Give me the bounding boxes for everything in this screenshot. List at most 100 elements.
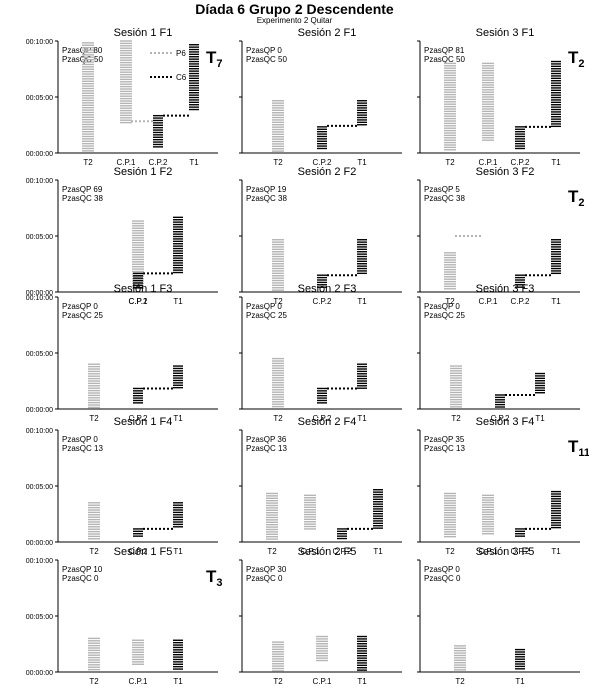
panel-info: PzasQP 10 [62, 565, 103, 574]
segment-T1 [515, 648, 525, 670]
segment-T1 [173, 216, 183, 274]
panel-title: Sesión 1 F1 [114, 27, 173, 39]
segment-C.P.1 [482, 62, 494, 141]
x-tick-label: T1 [551, 297, 561, 306]
panel-info: PzasQP 35 [424, 435, 465, 444]
panel-badge: T3 [206, 567, 223, 589]
y-tick-label: 00:10:00 [26, 295, 53, 302]
x-tick-label: T2 [89, 677, 99, 686]
x-tick-label: T2 [273, 414, 283, 423]
segment-T2 [444, 492, 456, 538]
y-tick-label: 00:10:00 [26, 39, 53, 46]
segment-T1 [189, 44, 199, 111]
segment-T1 [357, 363, 367, 389]
x-tick-label: C.P.1 [301, 547, 321, 556]
panel-info: PzasQP 0 [424, 302, 460, 311]
segment-T1 [373, 489, 383, 529]
segment-T2 [444, 62, 456, 151]
x-tick-label: C.P.1 [313, 677, 333, 686]
panel-title: Sesión 3 F2 [476, 166, 535, 178]
panel-title: Sesión 3 F3 [476, 283, 535, 295]
x-tick-label: T1 [357, 677, 367, 686]
x-tick-label: T1 [357, 414, 367, 423]
panel-info: PzasQP 0 [246, 302, 282, 311]
x-tick-label: C.P.1 [129, 297, 149, 306]
panel-info: PzasQP 36 [246, 435, 287, 444]
x-tick-label: C.P.2 [333, 547, 353, 556]
x-tick-label: T1 [173, 414, 183, 423]
y-tick-label: 00:05:00 [26, 351, 53, 358]
panel-info: PzasQP 0 [62, 435, 98, 444]
segment-C.P.2 [495, 394, 505, 408]
segment-T1 [173, 639, 183, 670]
y-tick-label: 00:00:00 [26, 290, 53, 297]
y-tick-label: 00:00:00 [26, 407, 53, 414]
segment-T1 [551, 239, 561, 275]
segment-C.P.2 [153, 114, 163, 148]
panel-info: PzasQP 0 [246, 46, 282, 55]
x-tick-label: C.P.2 [129, 547, 149, 556]
panel-title: Sesión 2 F1 [298, 27, 357, 39]
panel-title: Sesión 1 F5 [114, 546, 173, 558]
segment-T1 [535, 372, 545, 394]
panel-info: PzasQC 50 [424, 55, 465, 64]
panel-info: PzasQC 38 [246, 194, 287, 203]
x-tick-label: T2 [445, 158, 455, 167]
segment-T2 [88, 363, 100, 409]
x-tick-label: T1 [515, 677, 525, 686]
x-tick-label: C.P.2 [129, 414, 149, 423]
x-tick-label: T1 [357, 297, 367, 306]
panel-info: PzasQC 0 [62, 574, 99, 583]
panel-title: Sesión 3 F4 [476, 416, 535, 428]
segment-T1 [357, 239, 367, 275]
x-tick-label: C.P.1 [479, 297, 499, 306]
panel-info: PzasQC 25 [62, 311, 103, 320]
x-tick-label: T1 [173, 547, 183, 556]
segment-T2 [444, 252, 456, 290]
panel-badge-sub: 2 [578, 58, 584, 70]
x-tick-label: T2 [267, 547, 277, 556]
page-subtitle: Experimento 2 Quitar [256, 16, 333, 25]
segment-T1 [551, 490, 561, 529]
segment-C.P.2 [317, 126, 327, 150]
x-tick-label: C.P.1 [479, 547, 499, 556]
panel-info: PzasQP 81 [424, 46, 465, 55]
panel-info: PzasQP 30 [246, 565, 287, 574]
segment-T1 [357, 100, 367, 126]
x-tick-label: C.P.2 [511, 297, 531, 306]
segment-T2 [266, 492, 278, 540]
panel-info: PzasQC 25 [424, 311, 465, 320]
x-tick-label: T2 [445, 547, 455, 556]
panel-info: PzasQP 0 [424, 565, 460, 574]
x-tick-label: C.P.1 [117, 158, 137, 167]
x-tick-label: T2 [83, 158, 93, 167]
panel-badge-sub: 11 [578, 447, 589, 459]
segment-C.P.1 [482, 494, 494, 535]
segment-C.P.1 [304, 494, 316, 530]
panel-info: PzasQC 25 [246, 311, 287, 320]
segment-T2 [272, 239, 284, 291]
x-tick-label: T2 [451, 414, 461, 423]
segment-C.P.1 [120, 40, 132, 124]
segment-T1 [173, 365, 183, 389]
panel-title: Sesión 2 F2 [298, 166, 357, 178]
y-tick-label: 00:10:00 [26, 428, 53, 435]
x-tick-label: C.P.2 [313, 158, 333, 167]
panel-title: Sesión 2 F3 [298, 283, 357, 295]
y-tick-label: 00:05:00 [26, 484, 53, 491]
x-tick-label: C.P.2 [511, 158, 531, 167]
panel-title: Sesión 1 F4 [114, 416, 173, 428]
x-tick-label: T2 [89, 547, 99, 556]
segment-C.P.2 [317, 274, 327, 288]
segment-T2 [88, 502, 100, 540]
panel-badge-sub: 3 [216, 577, 222, 589]
segment-C.P.2 [133, 528, 143, 537]
x-tick-label: T1 [551, 158, 561, 167]
segment-C.P.2 [515, 126, 525, 150]
panel-info: PzasQP 19 [246, 185, 287, 194]
